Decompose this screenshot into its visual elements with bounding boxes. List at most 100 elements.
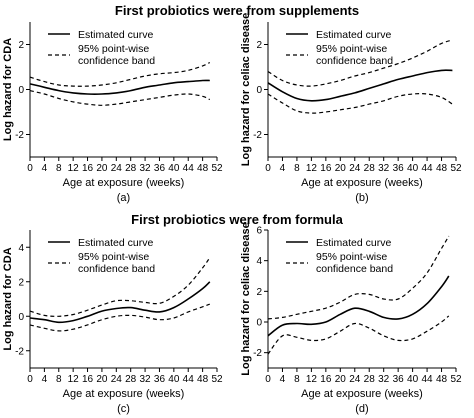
y-tick-label: 2	[256, 40, 262, 51]
legend-label-estimated: Estimated curve	[316, 29, 391, 41]
legend-label-band: 95% point-wise	[78, 43, 149, 55]
x-tick-label: 48	[197, 374, 209, 385]
y-tick-label: 0	[256, 318, 262, 329]
x-tick-label: 32	[378, 374, 390, 385]
x-tick-label: 20	[335, 374, 347, 385]
row-title-formula: First probiotics were from formula	[131, 212, 343, 227]
panel-label: (d)	[355, 403, 368, 415]
x-axis-label: Age at exposure (weeks)	[301, 388, 423, 400]
y-axis-label: Log hazard for CDA	[2, 38, 14, 141]
x-tick-label: 20	[96, 163, 108, 174]
confidence-band-line	[267, 93, 453, 114]
x-tick-label: 44	[183, 374, 195, 385]
confidence-band-line	[29, 90, 211, 106]
x-tick-label: 40	[407, 163, 419, 174]
legend-label-estimated: Estimated curve	[78, 29, 153, 41]
x-tick-label: 44	[422, 374, 434, 385]
x-axis-label: Age at exposure (weeks)	[63, 177, 185, 189]
x-tick-label: 28	[125, 374, 137, 385]
x-tick-label: 0	[27, 374, 33, 385]
x-tick-label: 48	[436, 374, 448, 385]
x-tick-label: 16	[320, 374, 332, 385]
x-tick-label: 36	[393, 374, 405, 385]
x-tick-label: 28	[125, 163, 137, 174]
x-tick-label: 24	[111, 374, 123, 385]
x-tick-label: 40	[407, 374, 419, 385]
panel-label: (a)	[117, 192, 130, 204]
y-tick-label: 4	[256, 256, 262, 267]
x-tick-label: 16	[82, 374, 94, 385]
y-tick-label: -2	[253, 130, 262, 141]
confidence-band-line	[29, 303, 210, 332]
y-axis-label: Log hazard for celiac disease	[240, 222, 252, 375]
x-tick-label: 52	[211, 163, 223, 174]
x-tick-label: 28	[364, 374, 376, 385]
x-tick-label: 20	[96, 374, 108, 385]
x-tick-label: 32	[140, 374, 152, 385]
legend-label-band: confidence band	[78, 55, 155, 67]
y-tick-label: -2	[15, 130, 24, 141]
legend-label-estimated: Estimated curve	[316, 237, 391, 249]
x-axis-label: Age at exposure (weeks)	[63, 388, 185, 400]
x-tick-label: 40	[168, 163, 180, 174]
x-tick-label: 52	[450, 374, 462, 385]
x-tick-label: 0	[265, 163, 271, 174]
y-axis-label: Log hazard for CDA	[2, 247, 14, 350]
x-tick-label: 44	[422, 163, 434, 174]
y-tick-label: -2	[253, 348, 262, 359]
legend-label-band: confidence band	[316, 55, 393, 67]
x-tick-label: 24	[349, 163, 361, 174]
x-tick-label: 40	[168, 374, 180, 385]
confidence-band-line	[29, 61, 211, 87]
x-tick-label: 12	[68, 163, 80, 174]
x-tick-label: 52	[450, 163, 462, 174]
y-tick-label: 0	[18, 312, 24, 323]
x-tick-label: 48	[197, 163, 209, 174]
y-tick-label: 2	[18, 40, 24, 51]
x-tick-label: 36	[154, 374, 166, 385]
x-tick-label: 20	[335, 163, 347, 174]
x-tick-label: 4	[280, 163, 286, 174]
x-tick-label: 32	[140, 163, 152, 174]
legend-label-band: 95% point-wise	[78, 251, 149, 263]
y-tick-label: -2	[15, 346, 24, 357]
y-axis-label: Log hazard for celiac disease	[240, 13, 252, 166]
y-tick-label: 2	[256, 287, 262, 298]
estimated-curve-line	[29, 79, 210, 95]
legend-label-estimated: Estimated curve	[78, 237, 153, 249]
x-tick-label: 12	[68, 374, 80, 385]
x-tick-label: 36	[393, 163, 405, 174]
panel-label: (b)	[355, 192, 368, 204]
legend-label-band: confidence band	[78, 263, 155, 275]
x-tick-label: 48	[436, 163, 448, 174]
x-tick-label: 4	[280, 374, 286, 385]
x-tick-label: 8	[294, 374, 300, 385]
y-tick-label: 0	[256, 85, 262, 96]
estimated-curve-line	[29, 281, 211, 324]
x-tick-label: 8	[56, 163, 62, 174]
y-tick-label: 6	[256, 226, 262, 237]
panel-label: (c)	[117, 403, 130, 415]
x-tick-label: 28	[364, 163, 376, 174]
confidence-band-line	[267, 235, 450, 320]
x-tick-label: 52	[211, 374, 223, 385]
row-title-supplements: First probiotics were from supplements	[114, 3, 360, 18]
legend-label-band: confidence band	[316, 263, 393, 275]
x-tick-label: 12	[306, 163, 318, 174]
confidence-band-line	[267, 315, 450, 355]
x-tick-label: 32	[378, 163, 390, 174]
x-tick-label: 24	[111, 163, 123, 174]
x-tick-label: 24	[349, 374, 361, 385]
x-tick-label: 44	[183, 163, 195, 174]
x-tick-label: 4	[42, 163, 48, 174]
estimated-curve-line	[267, 69, 453, 102]
x-tick-label: 36	[154, 163, 166, 174]
x-tick-label: 4	[42, 374, 48, 385]
y-tick-label: 0	[18, 85, 24, 96]
confidence-band-line	[29, 257, 211, 317]
x-tick-label: 16	[320, 163, 332, 174]
x-tick-label: 16	[82, 163, 94, 174]
x-tick-label: 8	[294, 163, 300, 174]
legend-label-band: 95% point-wise	[316, 43, 387, 55]
